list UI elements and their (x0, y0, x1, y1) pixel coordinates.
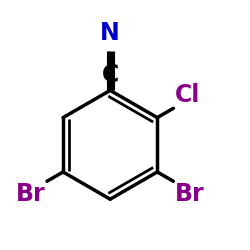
Text: Br: Br (16, 182, 46, 206)
Text: Cl: Cl (174, 83, 200, 107)
Text: N: N (100, 21, 120, 45)
Text: Br: Br (174, 182, 204, 206)
Text: C: C (102, 63, 119, 87)
